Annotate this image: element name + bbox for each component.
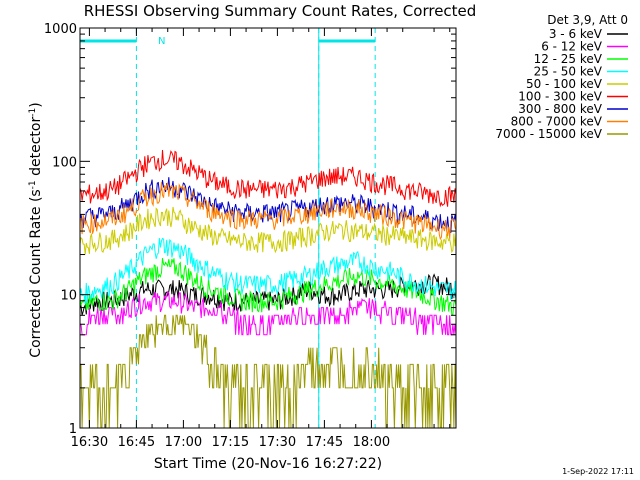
series-line: [80, 290, 457, 336]
series-line: [79, 273, 457, 316]
legend-entry-label: 50 - 100 keV: [526, 77, 603, 91]
series-lines: [79, 149, 457, 429]
x-tick-label: 16:45: [118, 435, 155, 450]
y-tick-label: 1: [69, 422, 77, 437]
legend-entry-label: 800 - 7000 keV: [511, 115, 603, 129]
x-tick-label: 17:15: [212, 435, 249, 450]
legend-entry-label: 25 - 50 keV: [534, 65, 603, 79]
series-line: [79, 258, 457, 316]
x-tick-label: 18:00: [353, 435, 390, 450]
x-axis: 16:30 16:45 17:00 17:15 17:30 17:45 18:00: [71, 28, 451, 450]
legend-entry-label: 6 - 12 keV: [541, 40, 603, 54]
x-axis-label: Start Time (20-Nov-16 16:27:22): [154, 456, 382, 472]
y-tick-label: 1000: [44, 22, 77, 37]
series-line: [79, 149, 457, 208]
x-tick-label: 16:30: [71, 435, 108, 450]
y-tick-label: 10: [60, 289, 77, 304]
chart-title: RHESSI Observing Summary Count Rates, Co…: [84, 2, 477, 20]
legend-entry-label: 12 - 25 keV: [534, 52, 603, 66]
y-axis: 1 10 100 1000: [44, 22, 456, 437]
y-axis-label: Corrected Count Rate (s-1 detector-1): [28, 102, 44, 357]
x-tick-label: 17:30: [259, 435, 296, 450]
plot-frame: [79, 27, 457, 429]
legend-entry-label: 100 - 300 keV: [518, 90, 602, 104]
series-line: [79, 177, 457, 234]
legend-header: Det 3,9, Att 0: [547, 13, 628, 27]
legend-entry-label: 300 - 800 keV: [518, 102, 602, 116]
series-line: [79, 206, 457, 255]
series-line: [79, 181, 457, 241]
footer-date: 1-Sep-2022 17:11: [562, 467, 634, 476]
x-tick-label: 17:45: [306, 435, 343, 450]
legend-entry-label: 3 - 6 keV: [549, 27, 603, 41]
legend-entry-label: 7000 - 15000 keV: [495, 127, 602, 141]
annotation-n: N: [158, 36, 165, 47]
y-tick-label: 100: [52, 155, 77, 170]
x-tick-label: 17:00: [165, 435, 202, 450]
series-line: [79, 237, 457, 304]
